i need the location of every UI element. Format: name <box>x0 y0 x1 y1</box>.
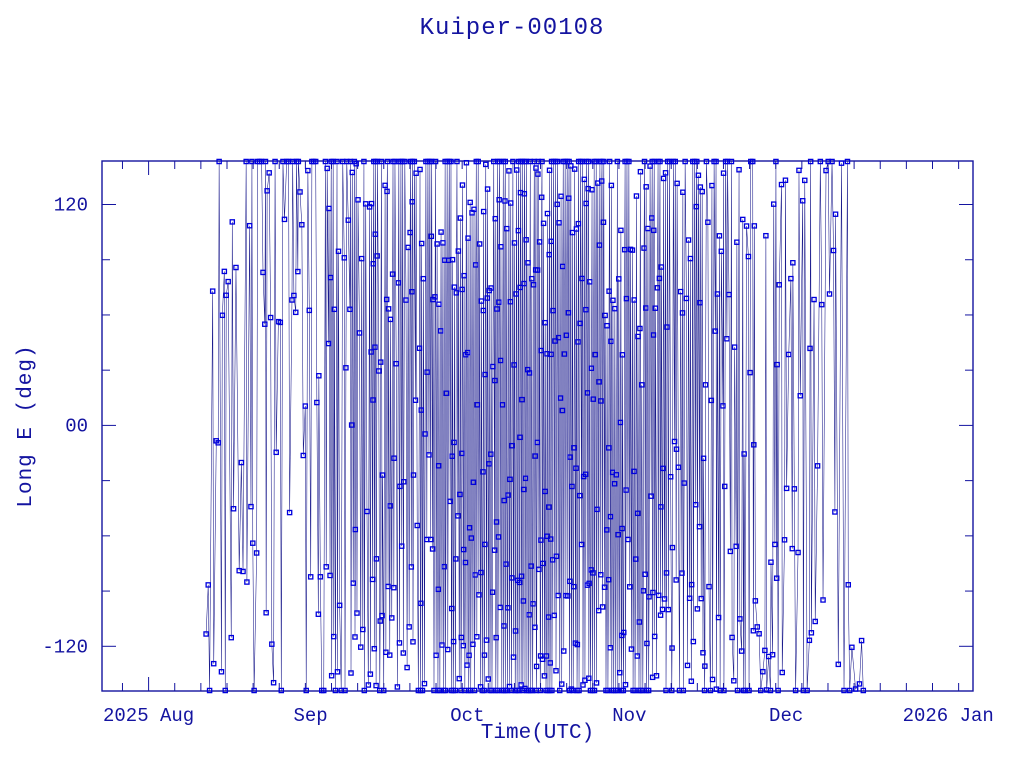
svg-text:120: 120 <box>54 195 88 217</box>
svg-text:00: 00 <box>65 415 88 437</box>
svg-text:-120: -120 <box>42 636 88 658</box>
